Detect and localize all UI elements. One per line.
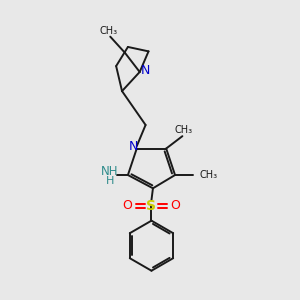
Text: N: N: [128, 140, 138, 153]
Text: NH: NH: [101, 165, 119, 178]
Text: CH₃: CH₃: [100, 26, 118, 36]
Text: O: O: [122, 200, 132, 212]
Text: N: N: [140, 64, 150, 77]
Text: CH₃: CH₃: [175, 125, 193, 135]
Text: CH₃: CH₃: [199, 170, 217, 180]
Text: S: S: [146, 199, 157, 213]
Text: O: O: [171, 200, 181, 212]
Text: H: H: [106, 176, 114, 186]
